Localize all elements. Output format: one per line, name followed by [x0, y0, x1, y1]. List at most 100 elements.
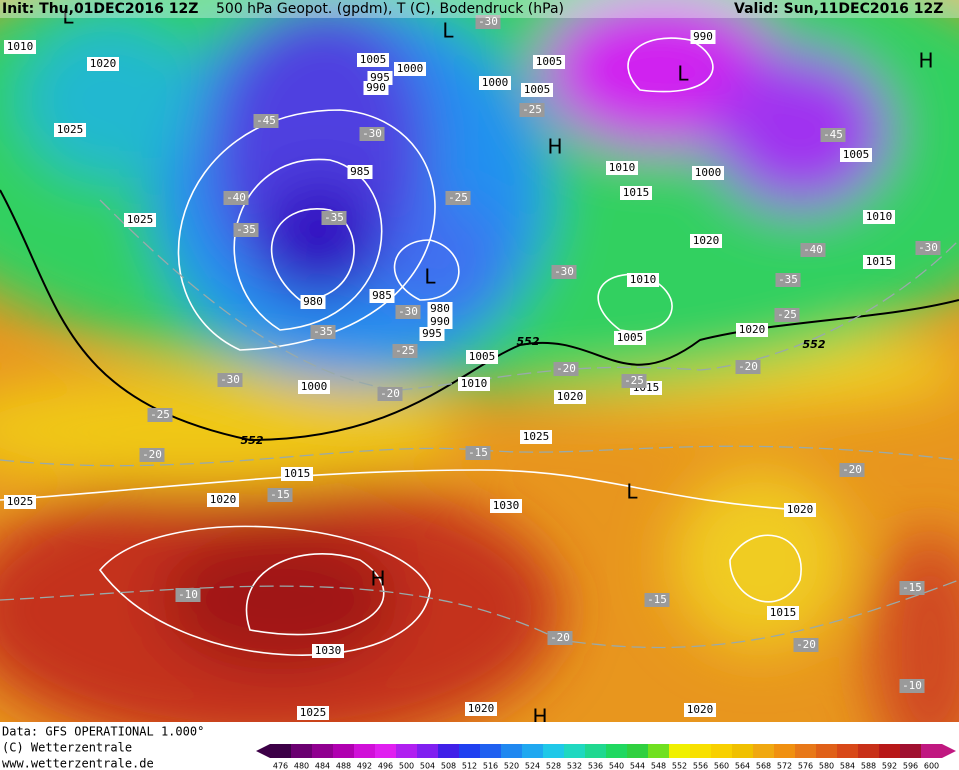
isobar-label-box	[490, 499, 522, 513]
isobar-label: 1005	[360, 53, 387, 66]
isobar-label-box	[54, 123, 86, 137]
isobar-label: 1025	[57, 123, 84, 136]
isobar-label: 1020	[90, 57, 117, 70]
temperature-label-box	[519, 103, 545, 117]
scale-swatch	[669, 744, 690, 758]
scale-label: 508	[441, 762, 456, 770]
temperature-label: -15	[902, 581, 922, 594]
scale-label: 568	[756, 762, 771, 770]
scale-label: 520	[504, 762, 519, 770]
isobar-label-box	[4, 40, 36, 54]
scale-swatch	[627, 744, 648, 758]
scale-swatch	[354, 744, 375, 758]
isobar-label-box	[736, 323, 768, 337]
temperature-label-box	[735, 360, 761, 374]
scale-label: 540	[609, 762, 624, 770]
scale-label: 476	[273, 762, 288, 770]
isobar-label: 1025	[523, 430, 550, 443]
scale-label: 580	[819, 762, 834, 770]
scale-swatch	[501, 744, 522, 758]
scale-swatch	[270, 744, 291, 758]
scale-swatch	[522, 744, 543, 758]
isobar-label: 1010	[609, 161, 636, 174]
scale-swatch	[774, 744, 795, 758]
scale-swatch	[711, 744, 732, 758]
scale-label: 500	[399, 762, 414, 770]
isobar-label: 1020	[557, 390, 584, 403]
isobar-label: 1020	[787, 503, 814, 516]
isobar-label-box	[684, 703, 716, 717]
scale-arrow	[256, 744, 270, 758]
pressure-center: L	[424, 265, 436, 289]
pressure-center: L	[677, 62, 689, 86]
isobar-label: 1015	[284, 467, 311, 480]
isobar-label: 1010	[461, 377, 488, 390]
isobar-label: 985	[372, 289, 392, 302]
isobar-label-box	[554, 390, 586, 404]
color-scale: 476 480 484 488 492 496 500 504 508 512 516 520 524 5…	[256, 744, 956, 770]
temperature-label: -25	[777, 308, 797, 321]
isobar-label-box	[784, 503, 816, 517]
temperature-label: -30	[918, 241, 938, 254]
isobar-label: 1010	[866, 210, 893, 223]
isobar-label-box	[863, 210, 895, 224]
temperature-label: -20	[556, 362, 576, 375]
temperature-label: -30	[362, 127, 382, 140]
temperature-label-box	[551, 265, 577, 279]
scale-swatch	[585, 744, 606, 758]
isobar-label-box	[297, 706, 329, 720]
isobar-label: 1020	[687, 703, 714, 716]
scale-swatch	[816, 744, 837, 758]
scale-label: 528	[546, 762, 561, 770]
isobar-label-box	[281, 467, 313, 481]
scale-label: 576	[798, 762, 813, 770]
temperature-label: -35	[324, 211, 344, 224]
scale-label: 560	[714, 762, 729, 770]
isobar-label: 1030	[493, 499, 520, 512]
isobar-label-box	[863, 255, 895, 269]
temperature-label: -15	[647, 593, 667, 606]
init-time: Init: Thu,01DEC2016 12Z	[2, 1, 198, 17]
scale-swatch	[606, 744, 627, 758]
temperature-label-box	[395, 305, 421, 319]
temperature-label: -30	[478, 15, 498, 28]
scale-swatch	[879, 744, 900, 758]
temperature-label-box	[644, 593, 670, 607]
data-source: Data: GFS OPERATIONAL 1.000°	[2, 725, 204, 739]
temperature-label-box	[253, 114, 279, 128]
isobar-label-box	[298, 380, 330, 394]
isobar-label-box	[369, 289, 395, 303]
scale-label: 592	[882, 762, 897, 770]
temperature-label: -25	[150, 408, 170, 421]
scale-label: 504	[420, 762, 435, 770]
temperature-label-box	[139, 448, 165, 462]
scale-label: 564	[735, 762, 750, 770]
temperature-label: -35	[236, 223, 256, 236]
isobar-label: 1025	[300, 706, 327, 719]
scale-label: 516	[483, 762, 498, 770]
pressure-center: H	[370, 567, 385, 591]
temperature-label-box	[915, 241, 941, 255]
scale-swatch	[648, 744, 669, 758]
isobar-label-box	[479, 76, 511, 90]
temperature-label-box	[621, 374, 647, 388]
pressure-center: H	[918, 49, 933, 73]
scale-label: 588	[861, 762, 876, 770]
scale-swatch	[858, 744, 879, 758]
temperature-label-box	[377, 387, 403, 401]
isobar-label-box	[357, 53, 389, 67]
scale-swatch	[795, 744, 816, 758]
isobar-label: 1005	[617, 331, 644, 344]
scale-arrow	[942, 744, 956, 758]
temperature-label-box	[899, 581, 925, 595]
isobar-label: 1030	[315, 644, 342, 657]
pressure-center: L	[442, 19, 454, 43]
temperature-label-box	[475, 15, 501, 29]
temperature-label-box	[392, 344, 418, 358]
temperature-label: -20	[142, 448, 162, 461]
temperature-label: -20	[738, 360, 758, 373]
isobar-label: 1010	[630, 273, 657, 286]
scale-swatch	[438, 744, 459, 758]
temperature-label-box	[223, 191, 249, 205]
isobar-label-box	[4, 495, 36, 509]
